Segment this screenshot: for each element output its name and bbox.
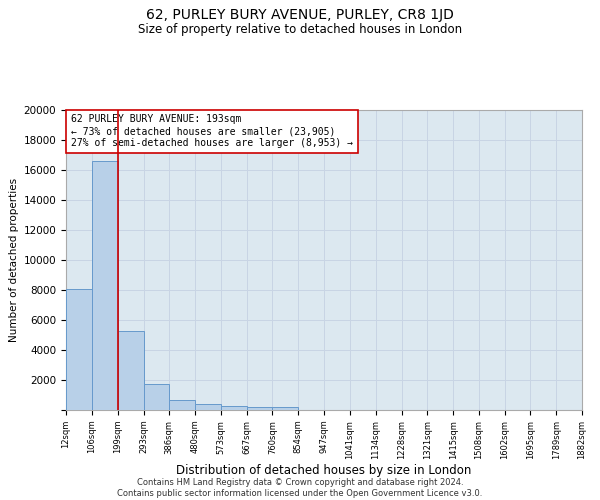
Bar <box>118 330 143 410</box>
Y-axis label: Number of detached properties: Number of detached properties <box>10 178 19 342</box>
Text: Size of property relative to detached houses in London: Size of property relative to detached ho… <box>138 22 462 36</box>
Bar <box>66 288 92 410</box>
Bar <box>143 384 169 410</box>
Bar <box>195 404 221 410</box>
Text: 62 PURLEY BURY AVENUE: 193sqm
← 73% of detached houses are smaller (23,905)
27% : 62 PURLEY BURY AVENUE: 193sqm ← 73% of d… <box>71 114 353 148</box>
Bar <box>221 406 247 410</box>
Bar <box>272 407 298 410</box>
X-axis label: Distribution of detached houses by size in London: Distribution of detached houses by size … <box>176 464 472 477</box>
Text: 62, PURLEY BURY AVENUE, PURLEY, CR8 1JD: 62, PURLEY BURY AVENUE, PURLEY, CR8 1JD <box>146 8 454 22</box>
Text: Contains HM Land Registry data © Crown copyright and database right 2024.
Contai: Contains HM Land Registry data © Crown c… <box>118 478 482 498</box>
Bar <box>247 407 272 410</box>
Bar <box>169 400 195 410</box>
Bar <box>92 161 118 410</box>
